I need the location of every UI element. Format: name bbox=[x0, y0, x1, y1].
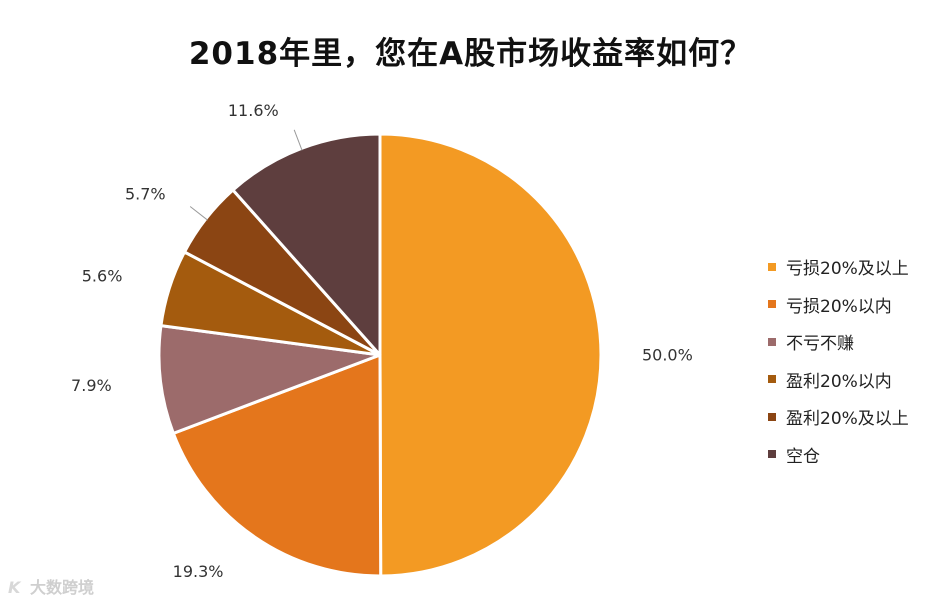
watermark: K 大数跨境 bbox=[8, 574, 94, 598]
data-labels: 50.0% 19.3% 7.9% 5.6% 5.7% 11.6% bbox=[71, 101, 693, 581]
watermark-logo: K bbox=[8, 578, 21, 597]
pie-slice bbox=[157, 324, 382, 435]
label-leader-line bbox=[189, 206, 208, 221]
pie-slice bbox=[378, 132, 603, 578]
legend-item: 不亏不赚 bbox=[768, 323, 909, 361]
pie-slice bbox=[171, 353, 383, 578]
chart-title: 2018年里，您在A股市场收益率如何？ bbox=[188, 36, 753, 72]
legend-swatch bbox=[768, 412, 776, 421]
label-leader-line bbox=[293, 129, 303, 151]
legend-label: 亏损20%以内 bbox=[786, 296, 892, 317]
legend-label: 盈利20%以内 bbox=[786, 371, 892, 392]
pie-data-label: 7.9% bbox=[71, 376, 112, 395]
legend-item: 盈利20%及以上 bbox=[768, 398, 909, 436]
legend-item: 盈利20%以内 bbox=[768, 361, 909, 399]
legend-swatch bbox=[768, 262, 776, 271]
legend-label: 亏损20%及以上 bbox=[786, 259, 909, 280]
legend-swatch bbox=[768, 450, 776, 459]
pie-data-label: 5.7% bbox=[125, 185, 166, 204]
pie-data-label: 19.3% bbox=[173, 562, 224, 581]
pie-data-label: 50.0% bbox=[642, 346, 693, 365]
legend-label: 空仓 bbox=[786, 446, 820, 467]
legend-swatch bbox=[768, 300, 776, 309]
label-leaders bbox=[189, 129, 303, 221]
legend-label: 不亏不赚 bbox=[786, 334, 854, 355]
pie-data-label: 11.6% bbox=[228, 101, 279, 120]
legend: 亏损20%及以上 亏损20%以内 不亏不赚盈利20%以内 盈利20%及以上 空仓 bbox=[768, 248, 909, 473]
legend-item: 亏损20%及以上 bbox=[768, 248, 909, 286]
pie-slices bbox=[157, 132, 603, 578]
pie-data-label: 5.6% bbox=[82, 266, 123, 285]
legend-swatch bbox=[768, 375, 776, 384]
watermark-text: 大数跨境 bbox=[29, 578, 94, 597]
legend-label: 盈利20%及以上 bbox=[786, 409, 909, 430]
legend-item: 空仓 bbox=[768, 436, 909, 474]
legend-swatch bbox=[768, 337, 776, 346]
legend-item: 亏损20%以内 bbox=[768, 286, 909, 324]
